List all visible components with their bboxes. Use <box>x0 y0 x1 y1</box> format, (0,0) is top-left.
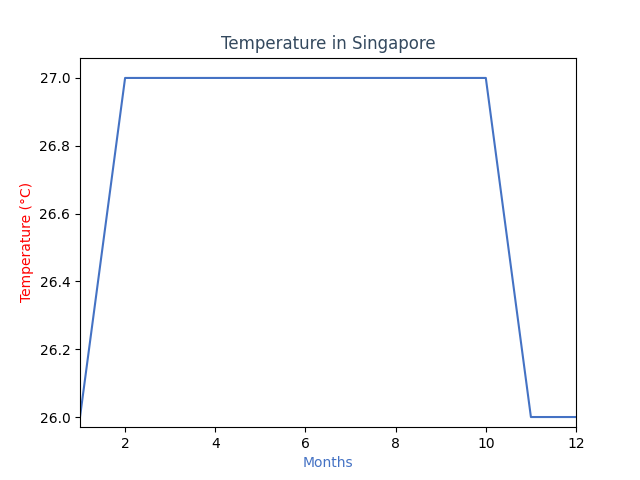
Title: Temperature in Singapore: Temperature in Singapore <box>221 35 435 53</box>
X-axis label: Months: Months <box>303 456 353 470</box>
Y-axis label: Temperature (°C): Temperature (°C) <box>20 182 34 302</box>
